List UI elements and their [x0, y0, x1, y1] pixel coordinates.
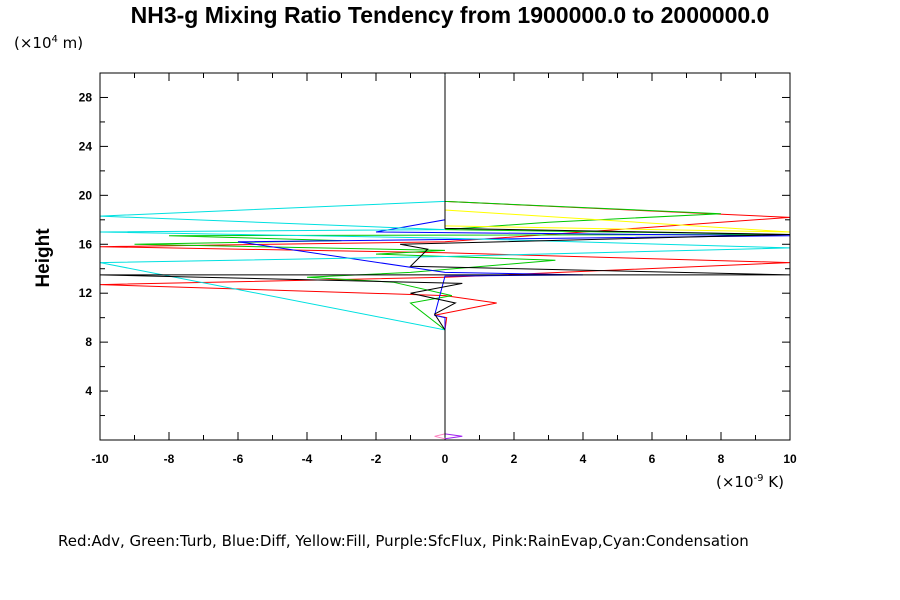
x-axis-unit: (×10-9 K): [716, 473, 784, 491]
y-axis-unit: (×104 m): [14, 34, 84, 52]
y-tick-label: 24: [79, 139, 93, 153]
x-tick-label: 2: [511, 452, 518, 466]
series-sfcflux-line: [444, 433, 463, 440]
x-tick-label: 8: [718, 452, 725, 466]
x-tick-label: -6: [233, 452, 244, 466]
series-condensation-line: [100, 75, 790, 438]
y-tick-label: 12: [79, 286, 93, 300]
y-tick-label: 16: [79, 237, 93, 251]
series-turb-line: [134, 75, 790, 438]
plot-frame: [99, 72, 791, 441]
x-tick-label: 4: [580, 452, 587, 466]
chart-title: NH3-g Mixing Ratio Tendency from 1900000…: [130, 2, 770, 28]
x-tick-label: 0: [442, 452, 449, 466]
x-tick-label: -8: [164, 452, 175, 466]
y-tick-label: 20: [79, 188, 93, 202]
series-fill-line: [444, 201, 790, 233]
series-diff-line: [237, 75, 790, 438]
legend-text: Red:Adv, Green:Turb, Blue:Diff, Yellow:F…: [58, 532, 749, 550]
series-rainevap-line: [434, 433, 446, 440]
y-tick-label: 4: [85, 384, 92, 398]
x-tick-label: -4: [302, 452, 313, 466]
y-tick-label: 28: [79, 90, 93, 104]
x-tick-label: 10: [783, 452, 797, 466]
y-tick-label: 8: [85, 335, 92, 349]
x-tick-label: -10: [91, 452, 109, 466]
x-tick-label: 6: [649, 452, 656, 466]
series-total-line: [100, 75, 790, 438]
y-axis-label: Height: [33, 228, 54, 288]
x-tick-label: -2: [371, 452, 382, 466]
